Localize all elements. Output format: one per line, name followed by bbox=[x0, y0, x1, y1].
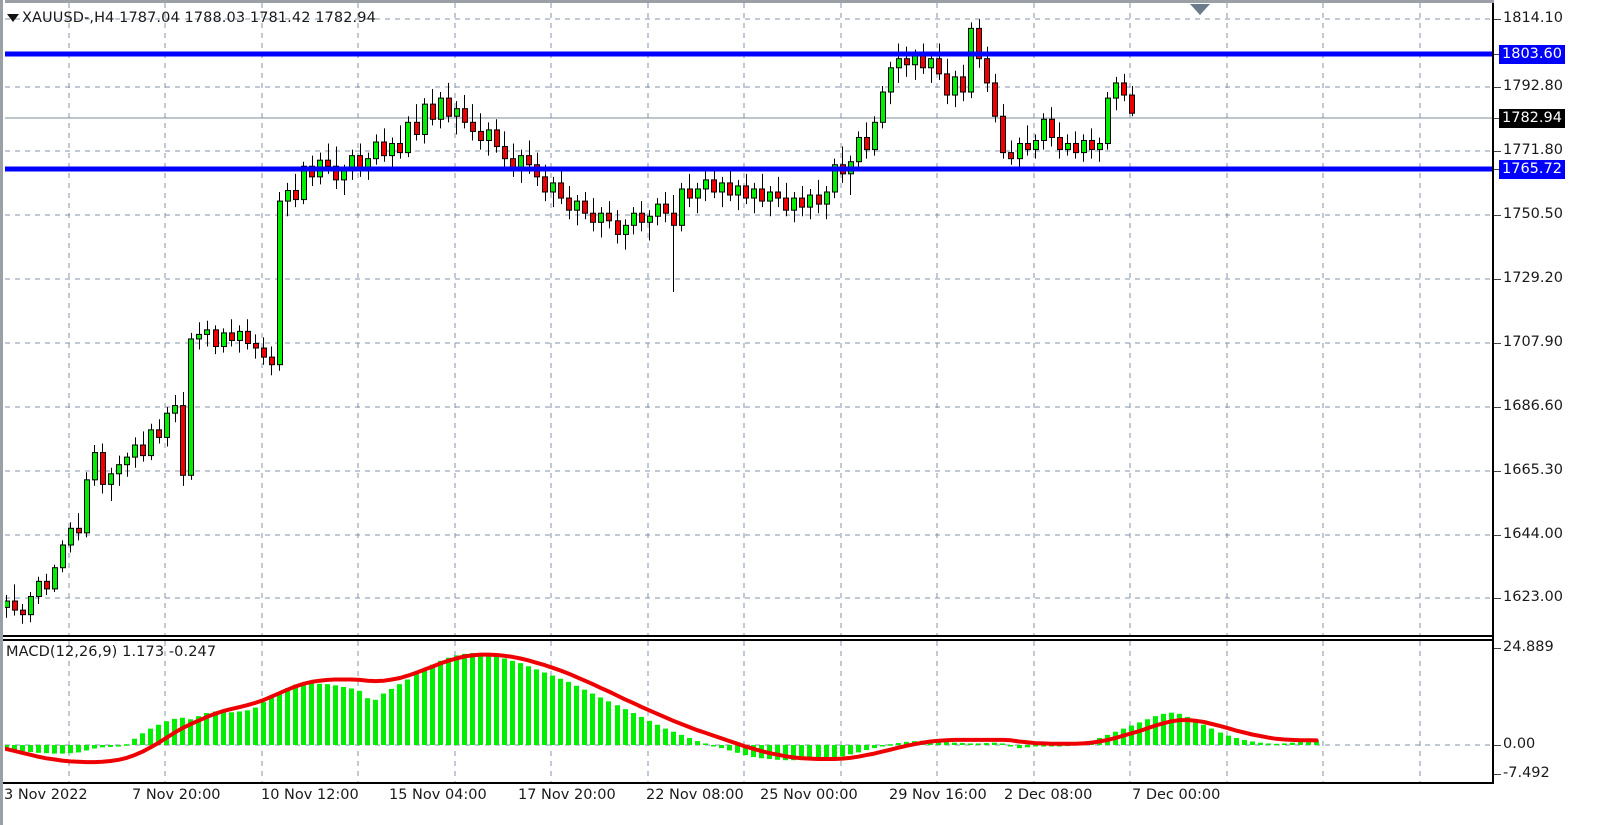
axis-tick-mark bbox=[1494, 279, 1501, 280]
macd-axis-label: -7.492 bbox=[1503, 765, 1550, 781]
window-frame-top bbox=[0, 0, 1601, 3]
price-chart-pane[interactable] bbox=[5, 3, 1492, 635]
time-axis-label: 25 Nov 00:00 bbox=[760, 787, 858, 803]
level-price-tag[interactable]: 1765.72 bbox=[1499, 160, 1565, 179]
price-axis-label: 1707.90 bbox=[1503, 334, 1563, 350]
time-axis-label: 17 Nov 20:00 bbox=[518, 787, 616, 803]
price-chart-svg[interactable] bbox=[5, 3, 1492, 635]
axis-tick-mark bbox=[1494, 19, 1501, 20]
axis-tick-mark bbox=[1494, 151, 1501, 152]
price-axis-label: 1771.80 bbox=[1503, 142, 1563, 158]
axis-tick-mark bbox=[1494, 407, 1501, 408]
price-axis-label: 1814.10 bbox=[1503, 10, 1563, 26]
axis-tick-mark bbox=[1494, 54, 1501, 55]
axis-tick-mark bbox=[1494, 169, 1501, 170]
price-axis-label: 1665.30 bbox=[1503, 462, 1563, 478]
axis-tick-mark bbox=[1494, 535, 1501, 536]
time-axis-label: 22 Nov 08:00 bbox=[646, 787, 744, 803]
axis-tick-mark bbox=[1494, 87, 1501, 88]
price-axis-label: 1792.80 bbox=[1503, 78, 1563, 94]
time-axis-label: 7 Dec 00:00 bbox=[1132, 787, 1221, 803]
macd-indicator-pane[interactable] bbox=[5, 641, 1492, 782]
current-price-tag[interactable]: 1782.94 bbox=[1499, 109, 1565, 128]
time-axis-label: 2 Dec 08:00 bbox=[1004, 787, 1093, 803]
macd-axis-label: 24.889 bbox=[1503, 639, 1554, 655]
triangle-down-icon[interactable] bbox=[1190, 4, 1210, 15]
price-scale[interactable]: 1814.10 1803.60 1792.80 1782.94 1771.80 1765.… bbox=[1494, 0, 1601, 825]
time-axis-label: 7 Nov 20:00 bbox=[132, 787, 221, 803]
window-frame-left-inner bbox=[3, 0, 5, 825]
macd-axis-label: 0.00 bbox=[1503, 736, 1536, 752]
pane-separator-lower bbox=[3, 639, 1494, 641]
axis-tick-mark bbox=[1494, 598, 1501, 599]
price-axis-label: 1729.20 bbox=[1503, 270, 1563, 286]
axis-tick-mark bbox=[1494, 648, 1501, 649]
time-axis-label: 10 Nov 12:00 bbox=[261, 787, 359, 803]
axis-tick-mark bbox=[1494, 774, 1501, 775]
price-axis-label: 1750.50 bbox=[1503, 206, 1563, 222]
price-axis-label: 1686.60 bbox=[1503, 398, 1563, 414]
axis-tick-mark bbox=[1494, 215, 1501, 216]
axis-tick-mark bbox=[1494, 118, 1501, 119]
triangle-down-icon[interactable] bbox=[7, 14, 19, 22]
window-frame-left bbox=[0, 0, 3, 825]
price-axis-label: 1623.00 bbox=[1503, 589, 1563, 605]
price-axis-label: 1644.00 bbox=[1503, 526, 1563, 542]
time-axis-label: 15 Nov 04:00 bbox=[389, 787, 487, 803]
plot-right-border bbox=[1492, 3, 1494, 782]
level-price-tag[interactable]: 1803.60 bbox=[1499, 45, 1565, 64]
axis-tick-mark bbox=[1494, 745, 1501, 746]
time-axis-label: 3 Nov 2022 bbox=[4, 787, 88, 803]
axis-tick-mark bbox=[1494, 343, 1501, 344]
axis-tick-mark bbox=[1494, 471, 1501, 472]
macd-chart-svg[interactable] bbox=[5, 641, 1492, 782]
macd-pane-title: MACD(12,26,9) 1.173 -0.247 bbox=[6, 644, 217, 660]
price-pane-title: XAUUSD-,H4 1787.04 1788.03 1781.42 1782.… bbox=[22, 10, 376, 26]
pane-separator-upper bbox=[3, 635, 1494, 637]
time-axis-line bbox=[3, 782, 1494, 784]
time-axis-label: 29 Nov 16:00 bbox=[889, 787, 987, 803]
